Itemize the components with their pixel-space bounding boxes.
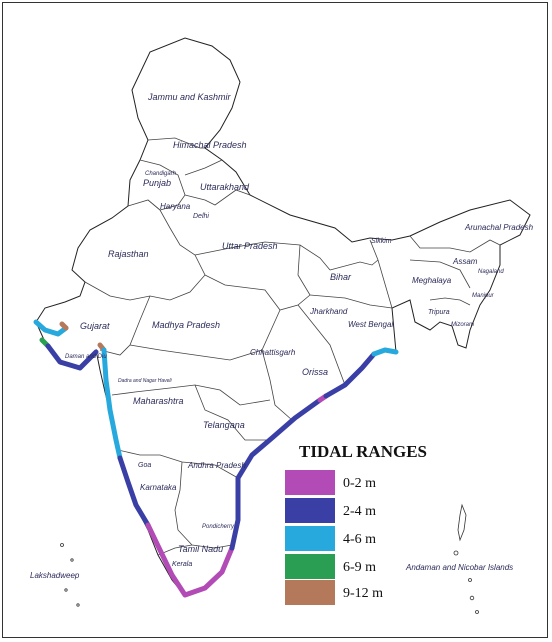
lakshadweep-islands <box>60 543 80 607</box>
label-meghalaya: Meghalaya <box>412 276 452 285</box>
label-sikkim: Sikkim <box>371 238 392 245</box>
label-gujarat: Gujarat <box>80 321 110 331</box>
label-rajasthan: Rajasthan <box>108 249 149 259</box>
legend-swatch-2-4 <box>285 498 335 523</box>
label-karnataka: Karnataka <box>140 483 177 492</box>
tidal-band-2-4-konkan <box>117 455 151 528</box>
legend-swatch-4-6 <box>285 526 335 551</box>
andaman-islands <box>453 503 479 614</box>
tidal-band-2-4-saurashtra <box>45 343 99 371</box>
india-outline <box>35 37 531 597</box>
label-delhi: Delhi <box>193 213 209 220</box>
label-kerala: Kerala <box>172 561 192 568</box>
label-west-bengal: West Bengal <box>348 320 393 329</box>
tidal-band-0-2-south <box>145 522 235 598</box>
legend-title: TIDAL RANGES <box>299 442 427 461</box>
label-lakshadweep: Lakshadweep <box>30 571 80 580</box>
legend-label-0-2: 0-2 m <box>343 476 376 491</box>
label-maharashtra: Maharashtra <box>133 396 184 406</box>
label-orissa: Orissa <box>302 367 328 377</box>
label-himachal: Himachal Pradesh <box>173 140 247 150</box>
legend-swatch-0-2 <box>285 470 335 495</box>
label-punjab: Punjab <box>143 178 171 188</box>
label-bihar: Bihar <box>330 272 352 282</box>
legend-label-2-4: 2-4 m <box>343 504 376 519</box>
label-daman-diu: Daman and Diu <box>65 354 107 360</box>
label-arunachal: Arunachal Pradesh <box>464 223 534 232</box>
tidal-band-4-6-bengal <box>371 347 399 357</box>
label-andhra: Andhra Pradesh <box>187 461 246 470</box>
coastline-tidal-bands <box>33 319 399 598</box>
label-nagaland: Nagaland <box>478 269 504 275</box>
label-mizoram: Mizoram <box>451 322 474 328</box>
label-chhattisgarh: Chhattisgarh <box>250 348 296 357</box>
label-telangana: Telangana <box>203 420 245 430</box>
state-borders <box>84 137 501 556</box>
label-uttarakhand: Uttarakhand <box>200 182 250 192</box>
label-tripura: Tripura <box>428 309 450 316</box>
tidal-band-4-6-west-coast <box>101 347 123 461</box>
legend-swatch-6-9 <box>285 554 335 579</box>
tidal-band-4-6-gujarat-kutch <box>33 319 69 337</box>
legend-label-6-9: 6-9 m <box>343 560 376 575</box>
label-madhya-pradesh: Madhya Pradesh <box>152 320 220 330</box>
legend-swatch-9-12 <box>285 580 335 605</box>
label-andaman: Andaman and Nicobar Islands <box>405 563 513 572</box>
label-uttar-pradesh: Uttar Pradesh <box>222 241 278 251</box>
label-tamil-nadu: Tamil Nadu <box>178 544 223 554</box>
label-goa: Goa <box>138 462 151 469</box>
legend: TIDAL RANGES 0-2 m 2-4 m 4-6 m 6-9 m 9-1… <box>285 442 427 605</box>
label-chandigarh: Chandigarh <box>145 171 177 177</box>
label-jharkhand: Jharkhand <box>309 307 348 316</box>
legend-label-9-12: 9-12 m <box>343 586 383 601</box>
label-assam: Assam <box>452 257 478 266</box>
label-haryana: Haryana <box>160 202 191 211</box>
label-manipur: Manipur <box>472 293 495 299</box>
map-frame <box>2 2 548 638</box>
tidal-band-2-4-east-coast <box>229 397 323 551</box>
label-jammu-kashmir: Jammu and Kashmir <box>147 92 232 102</box>
tidal-band-2-4-odisha <box>323 351 377 399</box>
tidal-band-9-12-kutch <box>59 321 69 331</box>
label-dadra: Dadra and Nagar Haveli <box>118 378 173 384</box>
legend-label-4-6: 4-6 m <box>343 532 376 547</box>
label-pondicherry: Pondicherry <box>202 524 235 530</box>
